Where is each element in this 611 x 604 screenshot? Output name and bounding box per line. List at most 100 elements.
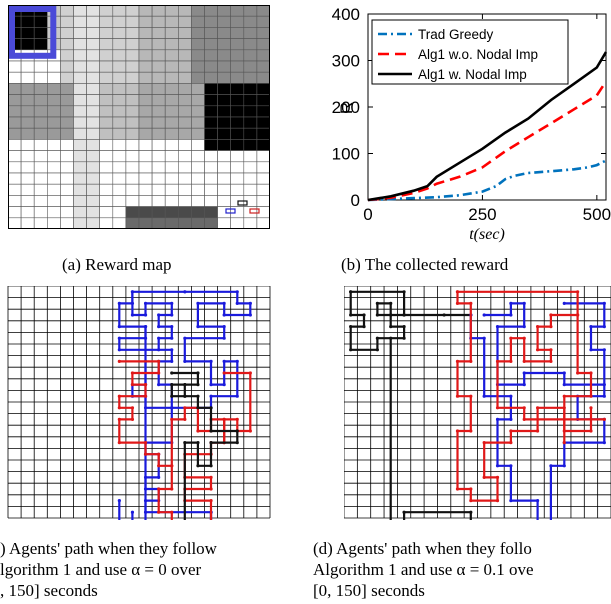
- reward-cell: [33, 150, 48, 163]
- reward-cell: [46, 60, 61, 73]
- reward-cell: [217, 183, 232, 196]
- reward-cell: [178, 139, 192, 151]
- reward-cell: [73, 27, 87, 39]
- reward-cell: [204, 172, 218, 185]
- reward-cell: [99, 27, 114, 39]
- reward-cell: [178, 116, 192, 129]
- reward-cell: [112, 195, 127, 207]
- reward-cell: [256, 161, 271, 174]
- reward-cell: [151, 38, 166, 51]
- reward-cell: [204, 150, 218, 163]
- reward-cell: [151, 150, 166, 163]
- reward-cell: [20, 116, 35, 129]
- reward-cell: [138, 94, 153, 107]
- reward-cell: [217, 4, 232, 17]
- reward-cell: [243, 217, 258, 230]
- reward-cell: [33, 83, 48, 95]
- reward-cell: [86, 183, 100, 196]
- reward-cell: [7, 127, 22, 140]
- reward-cell: [7, 172, 22, 185]
- reward-cell: [191, 27, 205, 39]
- reward-cell: [243, 183, 258, 196]
- reward-cell: [243, 4, 258, 17]
- reward-cell: [230, 183, 245, 196]
- reward-cell: [125, 94, 140, 107]
- reward-cell: [60, 172, 74, 185]
- reward-cell: [151, 139, 166, 151]
- reward-cell: [125, 217, 140, 230]
- reward-cell: [204, 206, 218, 219]
- reward-cell: [125, 15, 140, 28]
- reward-cell: [164, 105, 179, 118]
- reward-cell: [20, 150, 35, 163]
- reward-cell: [125, 116, 140, 129]
- reward-cell: [112, 105, 127, 118]
- reward-cell: [256, 60, 271, 73]
- reward-cell: [20, 105, 35, 118]
- reward-cell: [151, 94, 166, 107]
- reward-cell: [138, 172, 153, 185]
- reward-cell: [243, 172, 258, 185]
- reward-cell: [204, 183, 218, 196]
- reward-cell: [112, 139, 127, 151]
- reward-cell: [151, 217, 166, 230]
- reward-cell: [164, 38, 179, 51]
- reward-cell: [125, 139, 140, 151]
- reward-cell: [73, 127, 87, 140]
- reward-cell: [178, 206, 192, 219]
- reward-cell: [191, 161, 205, 174]
- reward-cell: [138, 27, 153, 39]
- reward-cell: [99, 38, 114, 51]
- caption-c-line1: ) Agents' path when they follow: [0, 539, 217, 558]
- reward-cell: [178, 4, 192, 17]
- reward-cell: [230, 49, 245, 62]
- reward-cell: [138, 83, 153, 95]
- reward-cell: [256, 116, 271, 129]
- reward-cell: [73, 139, 87, 151]
- y-tick-label: 100: [332, 145, 360, 164]
- reward-cell: [112, 94, 127, 107]
- reward-cell: [20, 71, 35, 84]
- reward-cell: [256, 172, 271, 185]
- reward-cell: [46, 217, 61, 230]
- legend-label: Alg1 w. Nodal Imp: [418, 67, 527, 82]
- reward-cell: [230, 15, 245, 28]
- highlight-box: [9, 6, 57, 59]
- reward-cell: [178, 172, 192, 185]
- reward-cell: [86, 105, 100, 118]
- reward-cell: [99, 183, 114, 196]
- reward-map-panel: [7, 4, 271, 230]
- reward-cell: [60, 83, 74, 95]
- reward-cell: [46, 150, 61, 163]
- reward-cell: [178, 60, 192, 73]
- reward-cell: [164, 183, 179, 196]
- reward-cell: [33, 161, 48, 174]
- reward-cell: [33, 206, 48, 219]
- reward-cell: [112, 60, 127, 73]
- reward-cell: [86, 116, 100, 129]
- reward-cell: [86, 49, 100, 62]
- reward-cell: [112, 127, 127, 140]
- reward-cell: [46, 139, 61, 151]
- reward-cell: [138, 139, 153, 151]
- reward-cell: [230, 27, 245, 39]
- reward-cell: [112, 27, 127, 39]
- reward-cell: [33, 183, 48, 196]
- reward-cell: [256, 105, 271, 118]
- reward-cell: [164, 150, 179, 163]
- reward-cell: [73, 105, 87, 118]
- reward-cell: [178, 105, 192, 118]
- caption-c-line2: lgorithm 1 and use α = 0 over: [0, 560, 202, 579]
- reward-cell: [125, 49, 140, 62]
- reward-cell: [46, 172, 61, 185]
- reward-cell: [20, 127, 35, 140]
- reward-cell: [243, 49, 258, 62]
- reward-cell: [243, 116, 258, 129]
- reward-cell: [99, 150, 114, 163]
- reward-cell: [125, 71, 140, 84]
- reward-cell: [151, 183, 166, 196]
- reward-cell: [46, 94, 61, 107]
- reward-cell: [99, 15, 114, 28]
- reward-cell: [138, 116, 153, 129]
- reward-cell: [46, 127, 61, 140]
